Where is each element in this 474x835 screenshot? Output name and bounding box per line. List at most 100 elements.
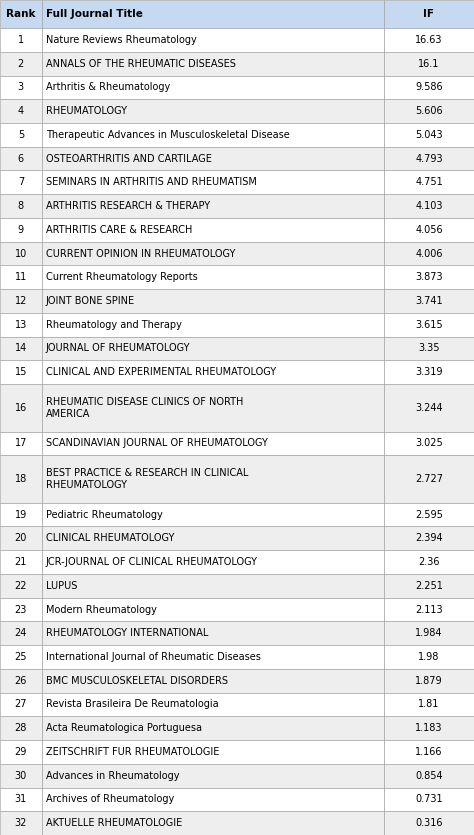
- Bar: [0, 550, 42, 574]
- Text: 19: 19: [15, 509, 27, 519]
- Bar: [42, 123, 384, 147]
- Text: IF: IF: [423, 9, 435, 19]
- Bar: [42, 526, 384, 550]
- Bar: [384, 170, 474, 195]
- Bar: [384, 503, 474, 526]
- Text: Revista Brasileira De Reumatologia: Revista Brasileira De Reumatologia: [46, 700, 219, 710]
- Text: Full Journal Title: Full Journal Title: [46, 9, 143, 19]
- Bar: [42, 289, 384, 313]
- Bar: [384, 123, 474, 147]
- Text: 5.606: 5.606: [415, 106, 443, 116]
- Text: OSTEOARTHRITIS AND CARTILAGE: OSTEOARTHRITIS AND CARTILAGE: [46, 154, 211, 164]
- Text: 10: 10: [15, 249, 27, 259]
- Text: 17: 17: [15, 438, 27, 448]
- Text: 14: 14: [15, 343, 27, 353]
- Bar: [0, 598, 42, 621]
- Bar: [384, 526, 474, 550]
- Text: Arthritis & Rheumatology: Arthritis & Rheumatology: [46, 83, 170, 93]
- Bar: [42, 455, 384, 503]
- Text: ARTHRITIS RESEARCH & THERAPY: ARTHRITIS RESEARCH & THERAPY: [46, 201, 210, 211]
- Bar: [42, 503, 384, 526]
- Bar: [0, 28, 42, 52]
- Text: 4.103: 4.103: [415, 201, 443, 211]
- Text: Pediatric Rheumatology: Pediatric Rheumatology: [46, 509, 163, 519]
- Bar: [0, 384, 42, 432]
- Bar: [0, 716, 42, 740]
- Text: 29: 29: [15, 747, 27, 757]
- Bar: [384, 241, 474, 266]
- Bar: [42, 337, 384, 361]
- Text: 5: 5: [18, 130, 24, 139]
- Text: BEST PRACTICE & RESEARCH IN CLINICAL
RHEUMATOLOGY: BEST PRACTICE & RESEARCH IN CLINICAL RHE…: [46, 468, 248, 490]
- Text: Archives of Rheumatology: Archives of Rheumatology: [46, 794, 174, 804]
- Bar: [42, 384, 384, 432]
- Text: 22: 22: [15, 581, 27, 591]
- Bar: [42, 432, 384, 455]
- Bar: [42, 195, 384, 218]
- Text: Nature Reviews Rheumatology: Nature Reviews Rheumatology: [46, 35, 196, 45]
- Text: JOINT BONE SPINE: JOINT BONE SPINE: [46, 296, 135, 306]
- Bar: [0, 812, 42, 835]
- Bar: [0, 147, 42, 170]
- Bar: [384, 812, 474, 835]
- Text: 3: 3: [18, 83, 24, 93]
- Bar: [384, 0, 474, 28]
- Text: 3.319: 3.319: [415, 367, 443, 377]
- Text: 1.183: 1.183: [415, 723, 443, 733]
- Bar: [42, 574, 384, 598]
- Text: 4.006: 4.006: [415, 249, 443, 259]
- Bar: [384, 716, 474, 740]
- Text: 2.36: 2.36: [418, 557, 440, 567]
- Text: 16.63: 16.63: [415, 35, 443, 45]
- Text: RHEUMATOLOGY: RHEUMATOLOGY: [46, 106, 127, 116]
- Bar: [0, 740, 42, 764]
- Bar: [0, 218, 42, 241]
- Bar: [42, 645, 384, 669]
- Text: 3.244: 3.244: [415, 402, 443, 412]
- Bar: [384, 692, 474, 716]
- Text: CURRENT OPINION IN RHEUMATOLOGY: CURRENT OPINION IN RHEUMATOLOGY: [46, 249, 235, 259]
- Bar: [42, 170, 384, 195]
- Bar: [0, 787, 42, 812]
- Text: 4.793: 4.793: [415, 154, 443, 164]
- Bar: [384, 455, 474, 503]
- Bar: [384, 669, 474, 692]
- Text: 3.615: 3.615: [415, 320, 443, 330]
- Text: 8: 8: [18, 201, 24, 211]
- Text: LUPUS: LUPUS: [46, 581, 77, 591]
- Text: CLINICAL AND EXPERIMENTAL RHEUMATOLOGY: CLINICAL AND EXPERIMENTAL RHEUMATOLOGY: [46, 367, 276, 377]
- Bar: [0, 75, 42, 99]
- Text: 16: 16: [15, 402, 27, 412]
- Bar: [384, 147, 474, 170]
- Bar: [0, 526, 42, 550]
- Bar: [42, 740, 384, 764]
- Bar: [0, 692, 42, 716]
- Bar: [42, 52, 384, 75]
- Text: 1.166: 1.166: [415, 747, 443, 757]
- Bar: [384, 764, 474, 787]
- Bar: [0, 289, 42, 313]
- Text: 25: 25: [15, 652, 27, 662]
- Bar: [384, 432, 474, 455]
- Text: 30: 30: [15, 771, 27, 781]
- Text: 3.741: 3.741: [415, 296, 443, 306]
- Text: Therapeutic Advances in Musculoskeletal Disease: Therapeutic Advances in Musculoskeletal …: [46, 130, 290, 139]
- Text: Acta Reumatologica Portuguesa: Acta Reumatologica Portuguesa: [46, 723, 202, 733]
- Bar: [384, 52, 474, 75]
- Text: 24: 24: [15, 628, 27, 638]
- Bar: [0, 764, 42, 787]
- Text: RHEUMATOLOGY INTERNATIONAL: RHEUMATOLOGY INTERNATIONAL: [46, 628, 208, 638]
- Bar: [42, 787, 384, 812]
- Bar: [384, 28, 474, 52]
- Text: 0.854: 0.854: [415, 771, 443, 781]
- Bar: [0, 621, 42, 645]
- Bar: [42, 147, 384, 170]
- Text: 0.731: 0.731: [415, 794, 443, 804]
- Bar: [384, 645, 474, 669]
- Text: 7: 7: [18, 177, 24, 187]
- Bar: [384, 384, 474, 432]
- Bar: [384, 574, 474, 598]
- Bar: [384, 361, 474, 384]
- Text: 2.595: 2.595: [415, 509, 443, 519]
- Bar: [42, 266, 384, 289]
